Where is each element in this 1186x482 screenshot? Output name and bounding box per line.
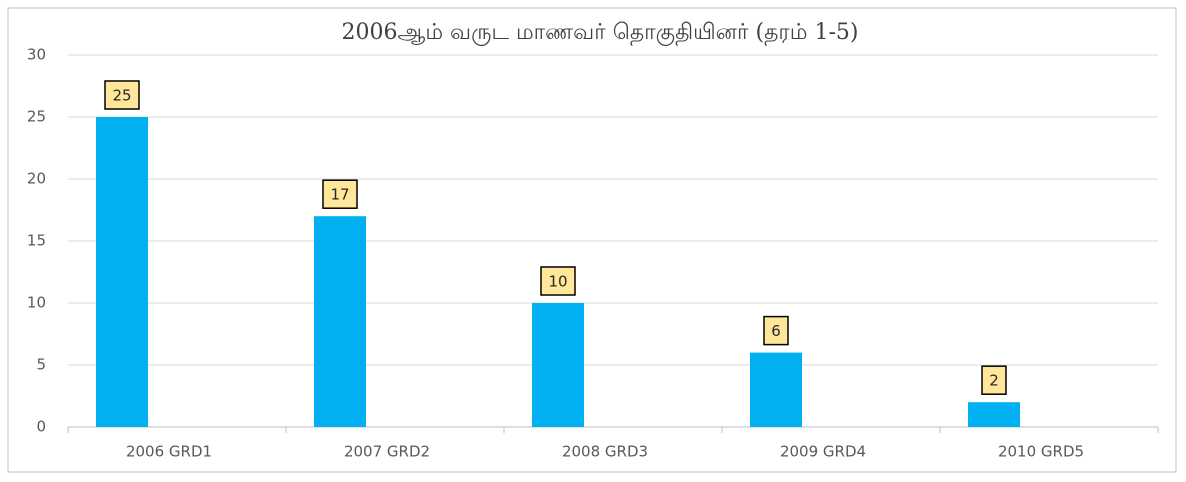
- y-tick-label: 25: [27, 108, 46, 126]
- x-tick-label: 2008 GRD3: [562, 443, 648, 461]
- y-tick-label: 5: [36, 356, 46, 374]
- x-tick-label: 2006 GRD1: [126, 443, 212, 461]
- bar: [968, 402, 1020, 427]
- bar: [314, 216, 366, 427]
- bar: [750, 352, 802, 427]
- data-label-box: [981, 365, 1007, 395]
- y-tick-label: 15: [27, 232, 46, 250]
- data-label: 2: [989, 372, 999, 390]
- data-label-box: [104, 80, 140, 110]
- y-tick-label: 10: [27, 294, 46, 312]
- y-tick-label: 0: [36, 418, 46, 436]
- data-label-box: [763, 315, 789, 346]
- x-tick-label: 2007 GRD2: [344, 443, 430, 461]
- data-label: 25: [112, 87, 131, 105]
- data-label-box: [540, 266, 576, 296]
- y-tick-label: 20: [27, 170, 46, 188]
- data-label: 6: [771, 322, 781, 340]
- chart-title: 2006ஆம் வருட மாணவர் தொகுதியினர் (தரம் 1-…: [342, 20, 859, 46]
- y-tick-label: 30: [27, 46, 46, 64]
- bar: [532, 303, 584, 427]
- bar: [96, 117, 148, 427]
- data-label: 10: [548, 273, 567, 291]
- data-label-box: [322, 179, 358, 209]
- data-label: 17: [330, 186, 349, 204]
- x-tick-label: 2009 GRD4: [780, 443, 866, 461]
- x-tick-label: 2010 GRD5: [998, 443, 1084, 461]
